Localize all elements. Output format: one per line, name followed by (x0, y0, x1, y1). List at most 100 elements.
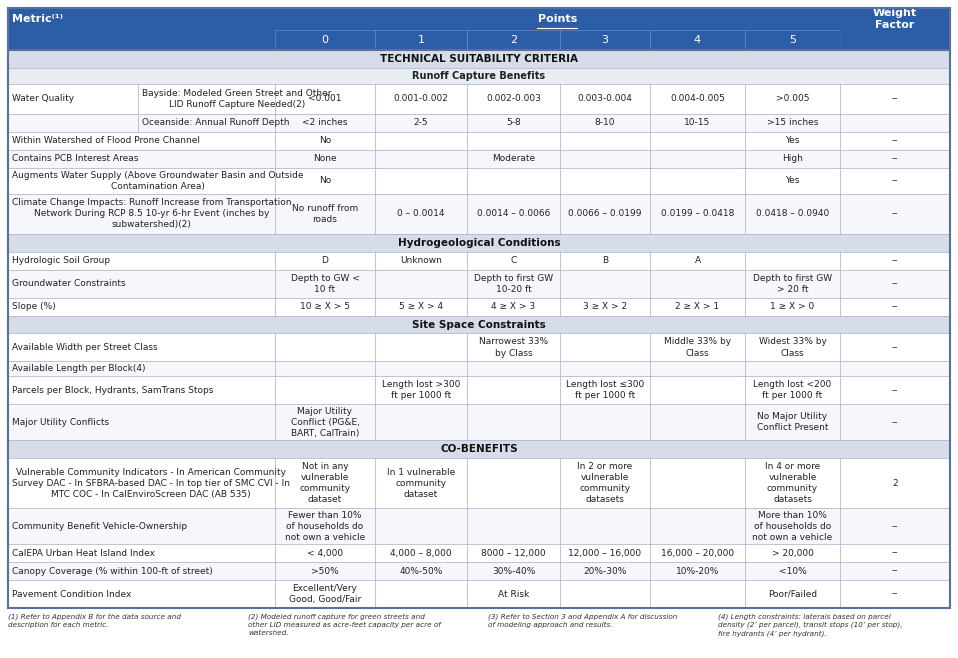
Bar (8, 251, 275, 270)
Bar (840, 8, 950, 30)
Bar (8, 508, 275, 544)
Text: 0 – 0.0014: 0 – 0.0014 (398, 209, 445, 218)
Text: 30%-40%: 30%-40% (491, 567, 536, 576)
Bar (560, 361, 650, 376)
Bar (745, 270, 840, 297)
Bar (745, 334, 840, 361)
Bar (745, 114, 840, 132)
Bar (745, 544, 840, 562)
Text: At Risk: At Risk (498, 590, 529, 599)
Text: < 4,000: < 4,000 (307, 549, 343, 557)
Text: <0.001: <0.001 (308, 94, 342, 103)
Text: Metric⁽¹⁾: Metric⁽¹⁾ (12, 14, 63, 24)
Bar (8, 234, 950, 251)
Bar (650, 405, 745, 440)
Text: 0.002-0.003: 0.002-0.003 (486, 94, 541, 103)
Text: Widest 33% by
Class: Widest 33% by Class (759, 338, 827, 357)
Text: 5 ≥ X > 4: 5 ≥ X > 4 (399, 302, 443, 311)
Text: Contains PCB Interest Areas: Contains PCB Interest Areas (12, 155, 138, 163)
Text: 16,000 – 20,000: 16,000 – 20,000 (661, 549, 734, 557)
Bar (8, 270, 275, 297)
Bar (840, 132, 950, 150)
Bar (560, 84, 650, 114)
Text: CalEPA Urban Heat Island Index: CalEPA Urban Heat Island Index (12, 549, 155, 557)
Bar (840, 84, 950, 114)
Text: Major Utility Conflicts: Major Utility Conflicts (12, 418, 109, 427)
Bar (275, 405, 375, 440)
Bar (560, 132, 650, 150)
Bar (467, 334, 560, 361)
Bar (138, 114, 275, 132)
Bar (840, 508, 950, 544)
Text: 1 ≥ X > 0: 1 ≥ X > 0 (770, 302, 814, 311)
Bar (8, 114, 138, 132)
Bar (650, 580, 745, 608)
Text: 0.0066 – 0.0199: 0.0066 – 0.0199 (568, 209, 642, 218)
Text: --: -- (892, 176, 899, 186)
Text: 0.003-0.004: 0.003-0.004 (578, 94, 632, 103)
Text: 2-5: 2-5 (414, 118, 428, 128)
Bar (8, 193, 275, 234)
Text: <2 inches: <2 inches (303, 118, 348, 128)
Text: Depth to first GW
10-20 ft: Depth to first GW 10-20 ft (474, 274, 553, 293)
Text: >50%: >50% (311, 567, 339, 576)
Bar (275, 580, 375, 608)
Bar (467, 361, 560, 376)
Text: 4: 4 (694, 35, 701, 45)
Bar (8, 316, 950, 334)
Bar (840, 150, 950, 168)
Text: Yes: Yes (786, 176, 800, 186)
Bar (467, 132, 560, 150)
Text: >15 inches: >15 inches (766, 118, 818, 128)
Text: 12,000 – 16,000: 12,000 – 16,000 (568, 549, 642, 557)
Bar (467, 30, 560, 50)
Text: More than 10%
of households do
not own a vehicle: More than 10% of households do not own a… (752, 511, 833, 542)
Bar (8, 168, 275, 193)
Text: Moderate: Moderate (492, 155, 536, 163)
Text: D: D (322, 256, 329, 265)
Bar (8, 580, 275, 608)
Bar (560, 334, 650, 361)
Text: Narrowest 33%
by Class: Narrowest 33% by Class (479, 338, 548, 357)
Bar (840, 30, 950, 50)
Bar (8, 376, 275, 405)
Text: Community Benefit Vehicle-Ownership: Community Benefit Vehicle-Ownership (12, 522, 187, 530)
Text: Pavement Condition Index: Pavement Condition Index (12, 590, 131, 599)
Text: CO-BENEFITS: CO-BENEFITS (440, 444, 518, 454)
Bar (275, 168, 375, 193)
Text: 1: 1 (418, 35, 424, 45)
Bar (745, 30, 840, 50)
Text: 4,000 – 8,000: 4,000 – 8,000 (390, 549, 452, 557)
Bar (375, 562, 467, 580)
Bar (650, 334, 745, 361)
Bar (375, 361, 467, 376)
Text: --: -- (892, 155, 899, 163)
Bar (650, 150, 745, 168)
Bar (275, 30, 375, 50)
Text: Slope (%): Slope (%) (12, 302, 56, 311)
Bar (840, 193, 950, 234)
Bar (560, 376, 650, 405)
Bar (375, 84, 467, 114)
Text: (4) Length constraints: laterals based on parcel
density (2’ per parcel), transi: (4) Length constraints: laterals based o… (718, 613, 902, 637)
Bar (840, 580, 950, 608)
Bar (745, 297, 840, 316)
Bar (275, 8, 840, 30)
Bar (650, 376, 745, 405)
Bar (840, 458, 950, 508)
Bar (275, 251, 375, 270)
Bar (275, 150, 375, 168)
Bar (375, 150, 467, 168)
Text: 2 ≥ X > 1: 2 ≥ X > 1 (675, 302, 719, 311)
Bar (840, 405, 950, 440)
Bar (745, 150, 840, 168)
Text: Yes: Yes (786, 136, 800, 145)
Bar (840, 376, 950, 405)
Bar (467, 193, 560, 234)
Text: Within Watershed of Flood Prone Channel: Within Watershed of Flood Prone Channel (12, 136, 200, 145)
Bar (467, 297, 560, 316)
Bar (650, 84, 745, 114)
Bar (138, 84, 275, 114)
Bar (8, 8, 275, 30)
Bar (840, 270, 950, 297)
